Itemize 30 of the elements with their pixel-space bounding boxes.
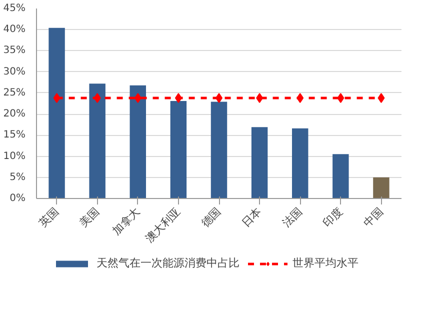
y-tick-label: 10% [3,150,26,162]
y-tick-label: 45% [3,3,26,14]
x-tick-label: 中国 [361,204,386,230]
x-tick-label: 印度 [320,204,346,230]
bar [210,102,228,198]
x-tick-label: 日本 [239,204,264,230]
bar [48,28,65,198]
y-tick-label: 25% [3,87,26,98]
y-tick-label: 30% [3,66,26,78]
legend-label: 世界平均水平 [292,256,358,270]
x-tick-label: 法国 [280,204,305,230]
x-tick-label: 英国 [36,204,62,230]
x-tick-label: 德国 [198,204,224,230]
bar [292,128,308,198]
y-tick-label: 40% [3,24,26,36]
bar [332,154,349,198]
y-tick-label: 35% [3,45,26,56]
bar [373,177,390,198]
y-tick-label: 5% [10,172,26,183]
y-tick-label: 20% [3,108,26,120]
x-tick-label: 美国 [77,204,102,230]
bar [89,84,106,198]
bar [130,85,146,198]
bar [251,127,268,198]
y-tick-label: 0% [10,193,26,204]
bar [170,100,187,198]
x-tick-label: 澳大利亚 [142,204,184,246]
y-tick-label: 15% [3,130,26,141]
legend-label: 天然气在一次能源消费中占比 [96,256,240,270]
x-tick-label: 加拿大 [110,204,142,238]
